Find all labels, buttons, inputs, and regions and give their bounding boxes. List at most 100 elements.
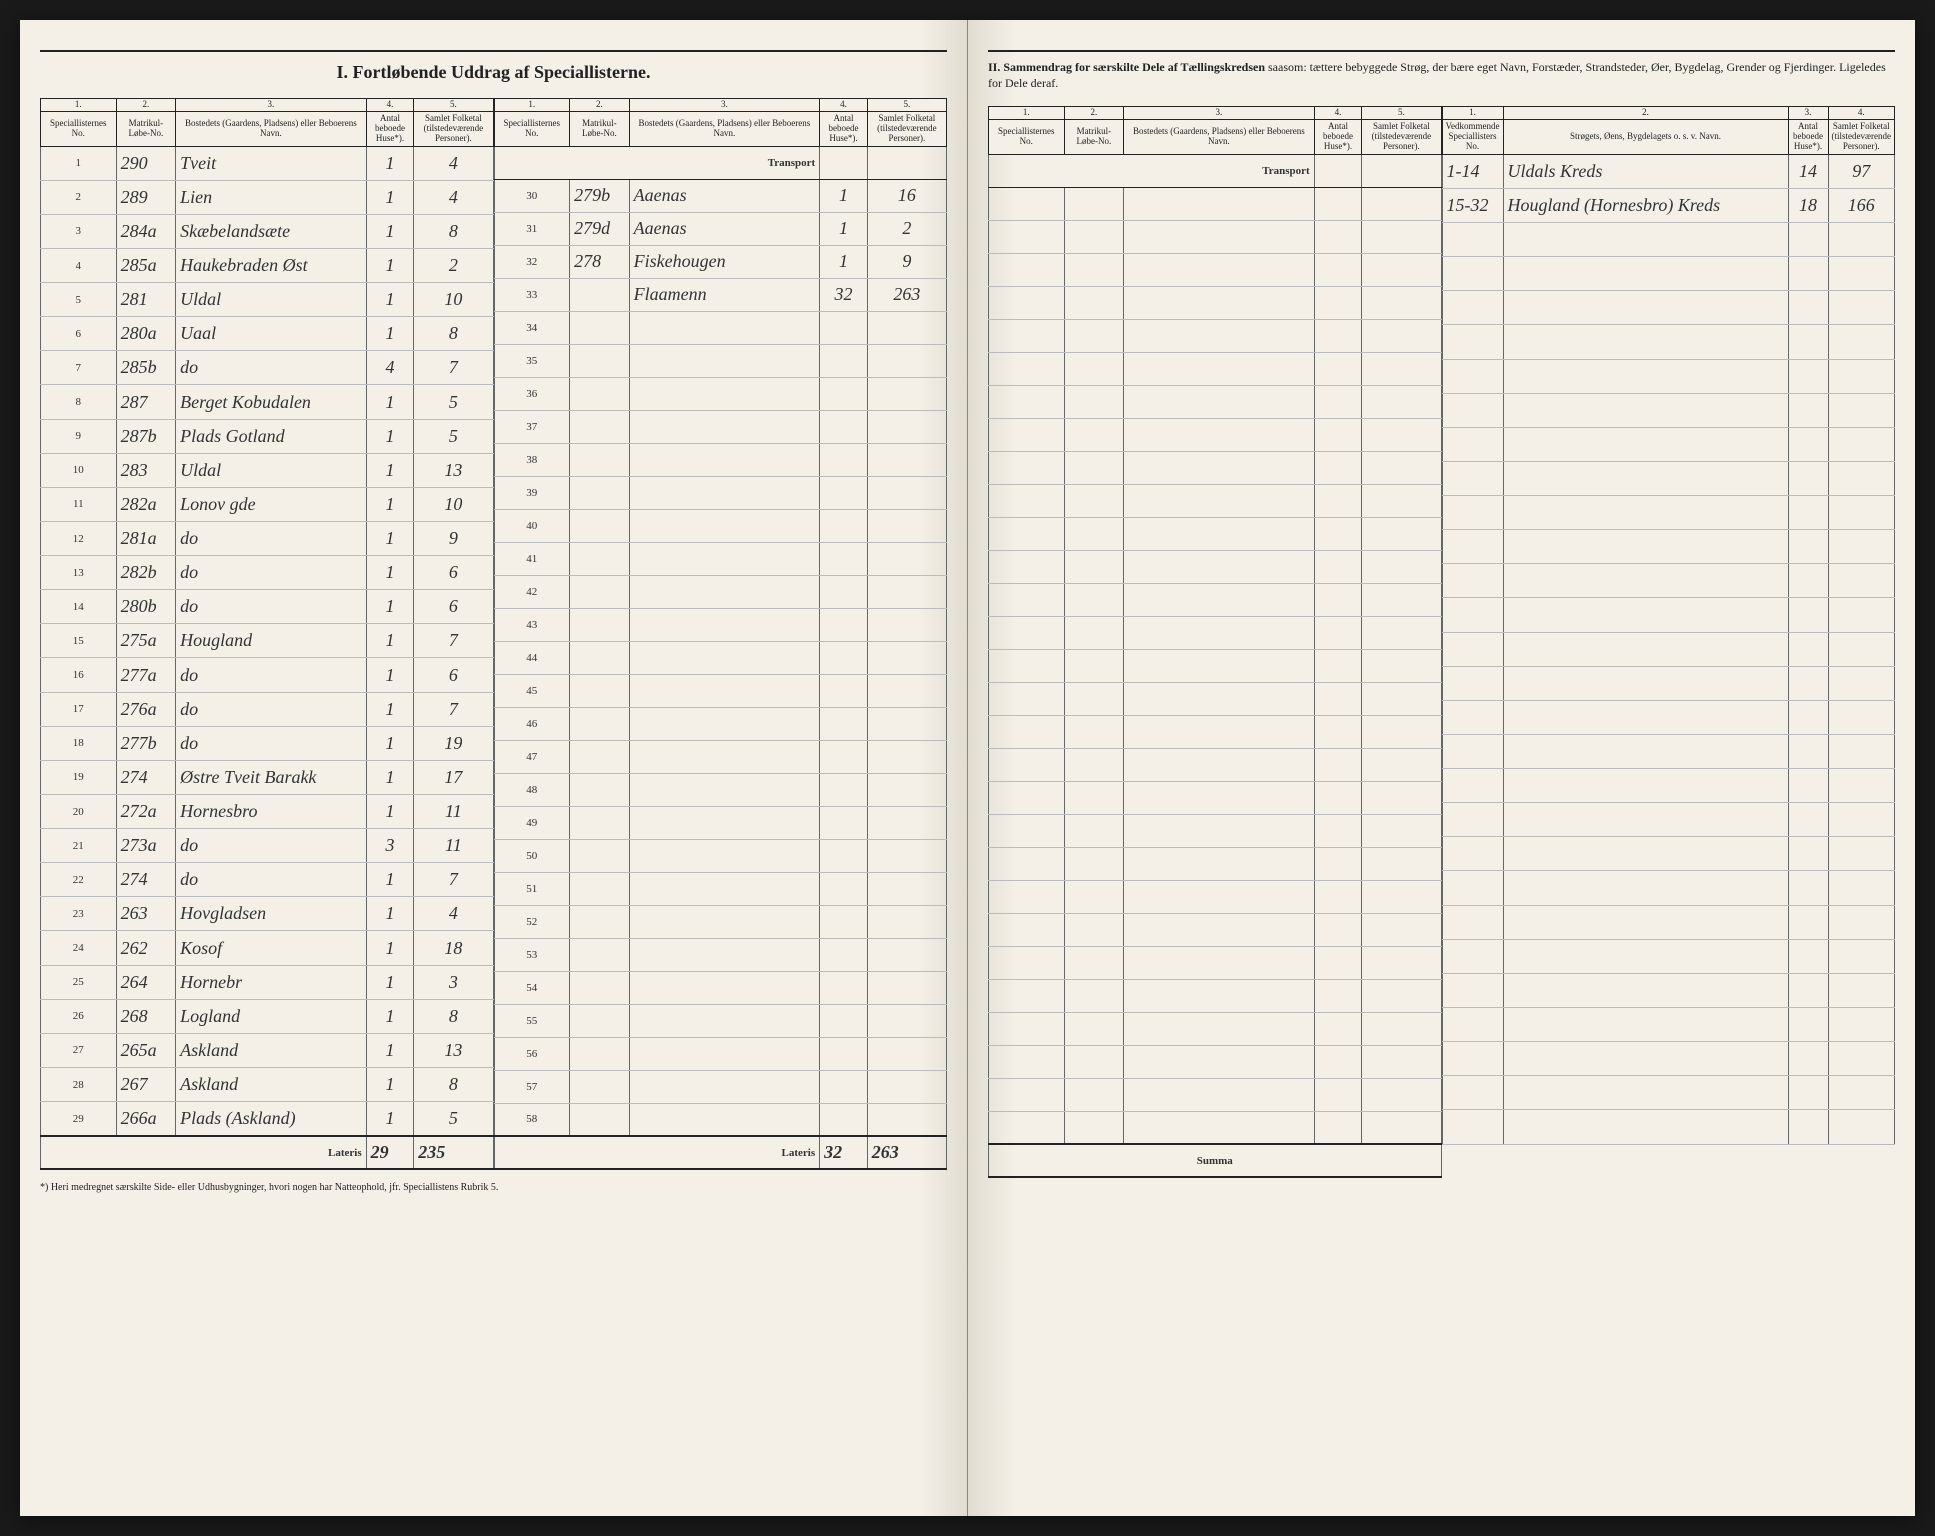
summary-name: Hougland (Hornesbro) Kreds [1503,188,1788,222]
table-row: 11282aLonov gde110 [41,487,494,521]
folketal-cell: 10 [414,283,493,317]
table-row: 26268Logland18 [41,999,494,1033]
matrikul-cell: 280b [116,590,176,624]
matrikul-cell [570,905,630,938]
folketal-cell: 11 [414,794,493,828]
matrikul-cell [570,344,630,377]
row-number: 37 [494,410,570,443]
row-number: 49 [494,806,570,839]
bosted-cell: do [176,351,367,385]
folketal-cell [867,1103,946,1136]
bosted-cell: do [176,590,367,624]
huse-cell [820,1103,868,1136]
matrikul-cell [570,476,630,509]
folketal-cell: 18 [414,931,493,965]
row-number: 54 [494,971,570,1004]
folketal-cell [867,773,946,806]
table-row [989,187,1442,220]
table-row: 54 [494,971,947,1004]
table-row: 6280aUaal18 [41,317,494,351]
folketal-cell: 8 [414,999,493,1033]
folketal-cell: 263 [867,278,946,311]
summary-row [1442,973,1895,1007]
row-number: 34 [494,311,570,344]
table-row [989,913,1442,946]
table-row [989,814,1442,847]
matrikul-cell: 289 [116,180,176,214]
folketal-cell: 7 [414,863,493,897]
summary-row [1442,598,1895,632]
huse-cell [820,839,868,872]
summa-label: Summa [989,1144,1442,1177]
main-title: I. Fortløbende Uddrag af Speciallisterne… [40,62,947,83]
bosted-cell [629,443,820,476]
bosted-cell: Hornesbro [176,794,367,828]
matrikul-cell: 285b [116,351,176,385]
table-row [989,385,1442,418]
huse-cell: 1 [366,453,414,487]
matrikul-cell: 268 [116,999,176,1033]
row-number: 19 [41,760,117,794]
table-row: 44 [494,641,947,674]
huse-cell: 1 [366,965,414,999]
huse-cell: 1 [366,658,414,692]
table-row [989,220,1442,253]
matrikul-cell: 274 [116,863,176,897]
table-row [989,286,1442,319]
table-row: 55 [494,1004,947,1037]
row-number: 21 [41,829,117,863]
bosted-cell: Plads Gotland [176,419,367,453]
huse-cell: 1 [366,863,414,897]
table-row: 1290Tveit14 [41,146,494,180]
table-row [989,517,1442,550]
table-row: 14280bdo16 [41,590,494,624]
bosted-cell: do [176,521,367,555]
row-number: 35 [494,344,570,377]
bosted-cell [629,905,820,938]
table-row: 53 [494,938,947,971]
row-number: 58 [494,1103,570,1136]
huse-cell [820,674,868,707]
row-number: 22 [41,863,117,897]
table-row: 56 [494,1037,947,1070]
folketal-cell: 7 [414,351,493,385]
huse-cell: 1 [820,245,868,278]
matrikul-cell: 262 [116,931,176,965]
table-row [989,946,1442,979]
row-number: 38 [494,443,570,476]
huse-cell: 1 [366,180,414,214]
table-row: 42 [494,575,947,608]
table-row: 21273ado311 [41,829,494,863]
right-page: II. Sammendrag for særskilte Dele af Tæl… [968,20,1915,1516]
folketal-cell: 10 [414,487,493,521]
row-number: 33 [494,278,570,311]
table-row [989,253,1442,286]
huse-cell [820,1037,868,1070]
row-number: 23 [41,897,117,931]
summary-no: 15-32 [1442,188,1503,222]
summary-row [1442,1007,1895,1041]
bosted-cell: Uldal [176,283,367,317]
table-row [989,319,1442,352]
table-row: 37 [494,410,947,443]
folketal-cell [867,641,946,674]
table-row [989,1045,1442,1078]
folketal-cell: 19 [414,726,493,760]
folketal-cell: 8 [414,214,493,248]
huse-cell: 4 [366,351,414,385]
bosted-cell [629,1004,820,1037]
huse-cell [820,377,868,410]
folketal-cell [867,443,946,476]
huse-cell: 1 [366,487,414,521]
huse-cell [820,410,868,443]
folketal-cell: 7 [414,692,493,726]
folketal-cell [867,311,946,344]
row-number: 42 [494,575,570,608]
folketal-cell: 3 [414,965,493,999]
huse-cell [820,1070,868,1103]
matrikul-cell [570,1037,630,1070]
summary-row [1442,666,1895,700]
summary-row [1442,359,1895,393]
folketal-cell [867,806,946,839]
table-row: 3284aSkæbelandsæte18 [41,214,494,248]
